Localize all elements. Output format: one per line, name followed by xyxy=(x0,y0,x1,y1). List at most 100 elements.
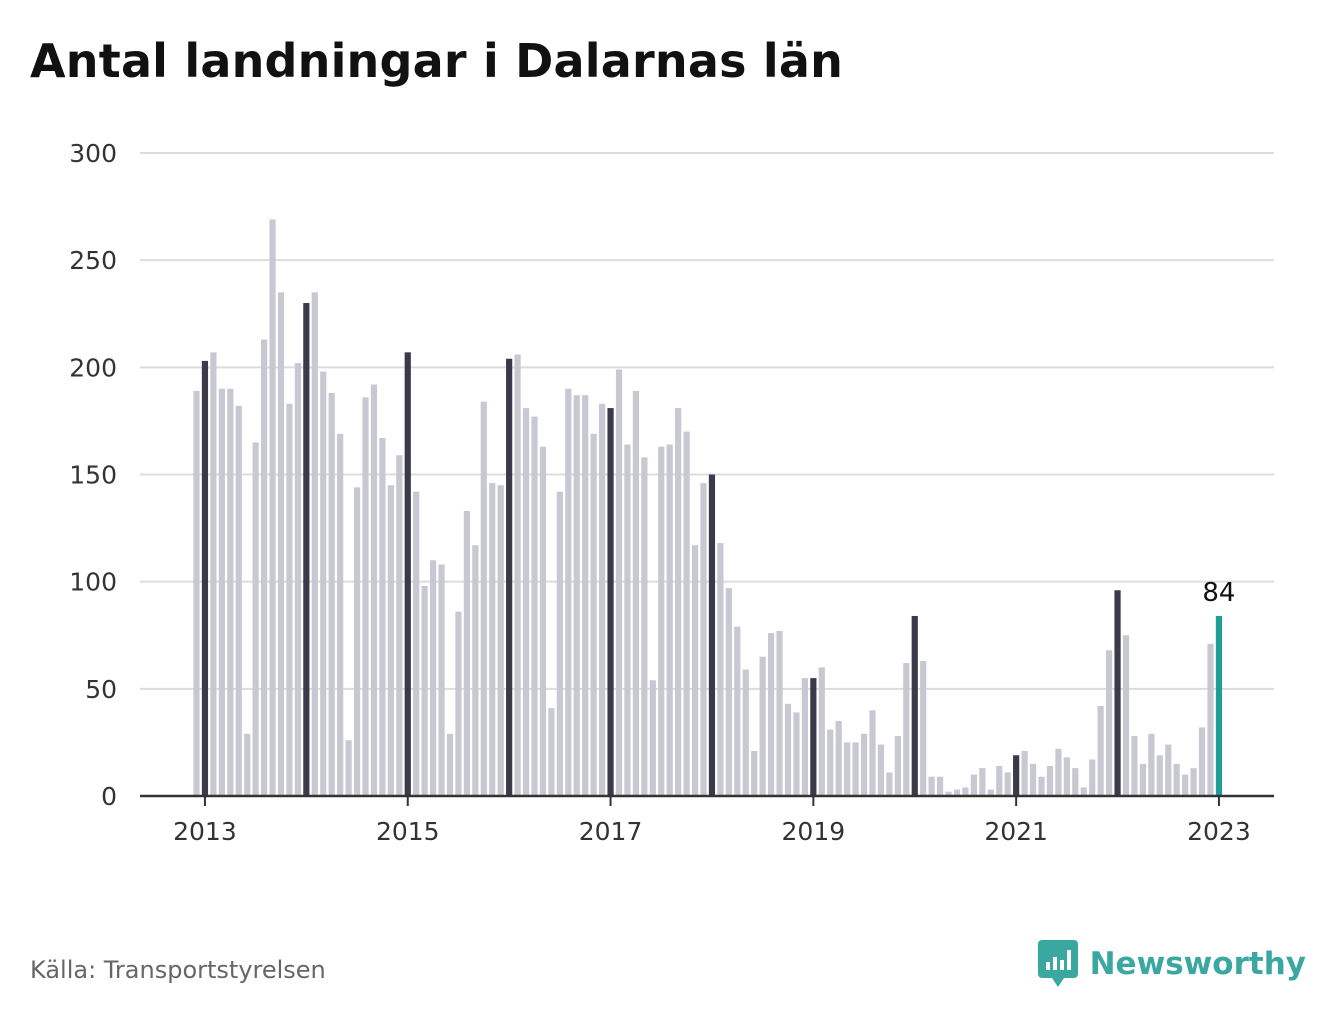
bar xyxy=(235,405,242,796)
bar xyxy=(218,388,225,796)
bar xyxy=(514,354,521,796)
bar xyxy=(1139,763,1146,796)
bar xyxy=(480,401,487,796)
bar xyxy=(1190,768,1197,796)
bar xyxy=(801,678,808,796)
bar xyxy=(717,543,724,796)
bar xyxy=(1080,787,1087,796)
bar xyxy=(920,660,927,796)
bar xyxy=(497,485,504,796)
latest-value-label: 84 xyxy=(1202,578,1235,608)
bar xyxy=(953,789,961,796)
bar xyxy=(725,588,732,796)
bar xyxy=(1122,635,1130,796)
bar xyxy=(903,663,910,796)
bar xyxy=(1072,768,1079,796)
bar xyxy=(827,729,834,796)
source-note: Källa: Transportstyrelsen xyxy=(30,956,326,984)
bar xyxy=(751,750,758,796)
bar xyxy=(700,483,707,796)
bar xyxy=(421,585,428,796)
bar xyxy=(303,303,310,796)
bar xyxy=(937,776,944,796)
bar xyxy=(455,611,462,796)
bar xyxy=(894,735,901,796)
x-tick-label: 2017 xyxy=(579,817,643,846)
x-tick-label: 2023 xyxy=(1187,817,1251,846)
bar xyxy=(624,444,631,796)
bar xyxy=(472,545,479,796)
bar xyxy=(489,483,496,796)
bar xyxy=(945,791,952,796)
brand-logo[interactable]: Newsworthy xyxy=(1037,940,1306,988)
bar xyxy=(286,403,293,796)
brand-name: Newsworthy xyxy=(1089,946,1306,982)
bar xyxy=(776,630,783,796)
bar xyxy=(996,765,1003,796)
bar xyxy=(413,491,420,796)
bar xyxy=(1089,759,1096,796)
bar xyxy=(252,442,259,796)
bar xyxy=(962,787,969,796)
bar xyxy=(1106,650,1113,796)
y-tick-label: 300 xyxy=(69,139,117,168)
bar xyxy=(1207,643,1214,796)
chart-title: Antal landningar i Dalarnas län xyxy=(30,34,844,88)
bar xyxy=(649,680,656,796)
axis-labels: 0 50 100 150 200 250 300 2013 2015 2017 2019 2021 20… xyxy=(69,139,1250,846)
bar xyxy=(320,371,327,796)
bar xyxy=(987,789,994,796)
bar xyxy=(404,352,411,796)
bar xyxy=(261,339,268,796)
bar xyxy=(734,626,741,796)
bar xyxy=(548,708,555,796)
bar xyxy=(573,395,580,796)
bar xyxy=(818,667,825,796)
bar xyxy=(970,774,977,796)
bar xyxy=(759,656,766,796)
bar xyxy=(430,560,437,796)
bar xyxy=(911,615,918,796)
bar xyxy=(844,742,851,796)
bar xyxy=(708,474,716,796)
bar xyxy=(353,487,361,796)
bar xyxy=(522,408,530,796)
bar xyxy=(201,360,209,796)
bar xyxy=(1156,755,1163,796)
bar xyxy=(691,545,699,796)
bar xyxy=(590,433,597,796)
y-tick-label: 0 xyxy=(101,782,117,811)
bar xyxy=(928,776,935,796)
bar xyxy=(852,742,859,796)
y-tick-label: 250 xyxy=(69,246,117,275)
bar xyxy=(539,446,547,796)
bar xyxy=(683,431,690,796)
x-tick-label: 2013 xyxy=(173,817,237,846)
bar xyxy=(193,390,200,796)
bar xyxy=(1004,772,1011,796)
bar xyxy=(396,455,403,796)
bar xyxy=(506,358,513,796)
bar xyxy=(1198,727,1206,796)
x-tick-label: 2021 xyxy=(984,817,1048,846)
bar xyxy=(446,733,454,796)
bar xyxy=(556,491,563,796)
y-tick-label: 200 xyxy=(69,353,117,382)
bar xyxy=(379,438,386,796)
newsworthy-logo-icon xyxy=(1037,940,1078,987)
bar xyxy=(582,395,589,796)
y-tick-label: 150 xyxy=(69,461,117,490)
bar xyxy=(565,388,572,796)
bar xyxy=(387,485,394,796)
bar xyxy=(979,768,986,796)
bar xyxy=(1182,774,1189,796)
bar xyxy=(1215,615,1223,796)
bar xyxy=(784,703,792,796)
bar xyxy=(1114,590,1121,796)
bar xyxy=(860,733,868,796)
bar xyxy=(1055,748,1062,796)
y-tick-label: 50 xyxy=(85,675,117,704)
bar xyxy=(877,744,885,796)
bar xyxy=(632,390,639,796)
